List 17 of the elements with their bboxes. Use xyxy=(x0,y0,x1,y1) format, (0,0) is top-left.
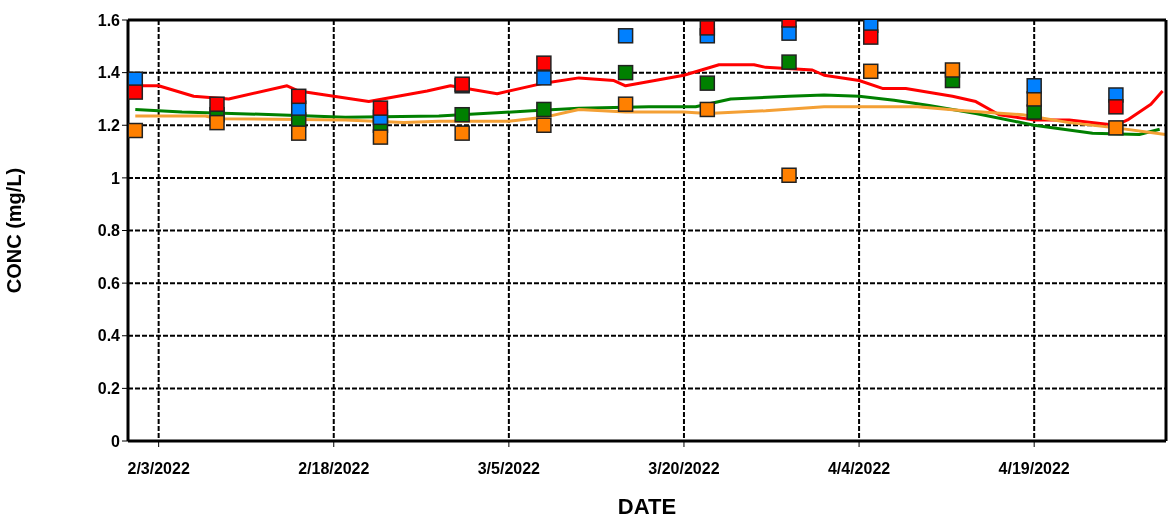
x-tick-label: 4/19/2022 xyxy=(998,460,1070,478)
x-axis-title: DATE xyxy=(617,494,677,518)
x-tick-label: 4/4/2022 xyxy=(827,460,891,478)
y-tick-label: 0.8 xyxy=(97,222,121,240)
x-tick-label: 3/20/2022 xyxy=(648,460,720,478)
x-tick-label: 2/18/2022 xyxy=(298,460,370,478)
y-tick-label: 1.2 xyxy=(97,116,121,134)
y-axis-title: CONC (mg/L) xyxy=(3,167,26,294)
y-tick-label: 0.4 xyxy=(97,327,121,345)
y-tick-label: 1.6 xyxy=(97,11,121,29)
x-tick-label: 2/3/2022 xyxy=(127,460,190,478)
y-tick-label: 1.4 xyxy=(97,64,121,82)
y-tick-label: 0.2 xyxy=(97,380,121,398)
y-tick-label: 0 xyxy=(111,432,121,450)
y-tick-label: 1 xyxy=(111,169,121,187)
y-tick-label: 0.6 xyxy=(97,274,121,292)
x-tick-label: 3/5/2022 xyxy=(477,460,541,478)
